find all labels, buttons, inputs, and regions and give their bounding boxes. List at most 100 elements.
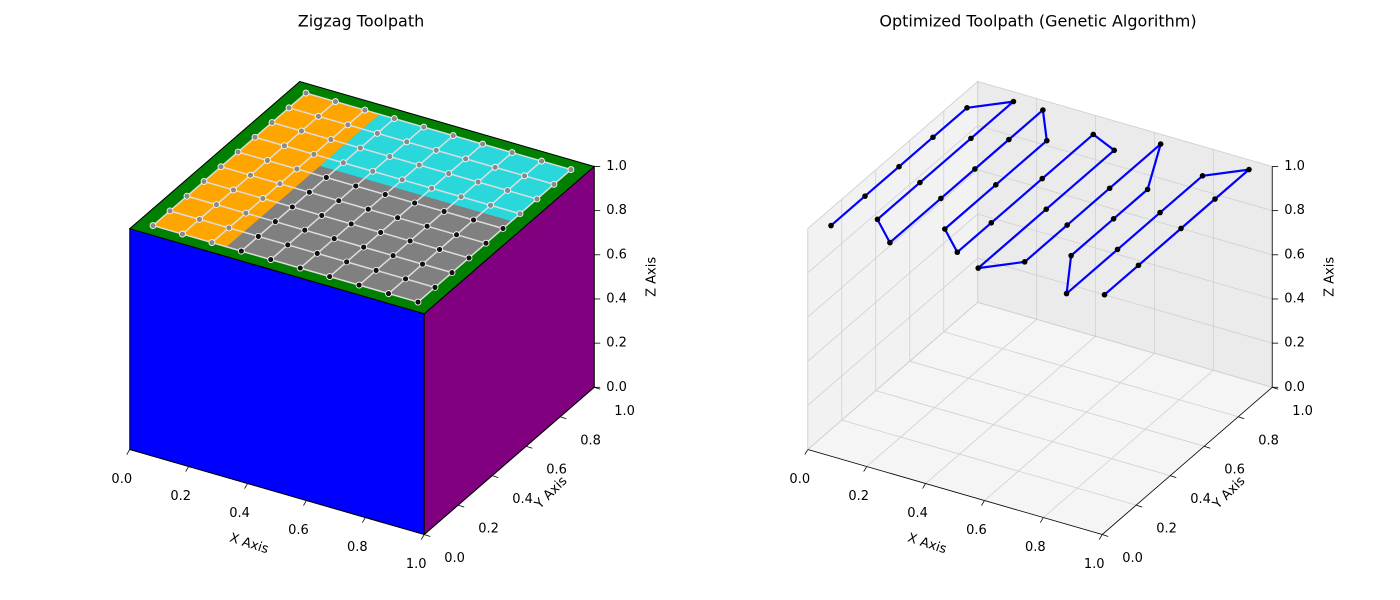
toolpath-point (993, 182, 999, 188)
toolpath-point (284, 241, 292, 249)
toolpath-point (360, 243, 368, 251)
toolpath-point (1135, 262, 1142, 269)
y-tick-label: 0.0 (1122, 551, 1143, 566)
mesh-line (388, 160, 543, 295)
mesh-line (181, 101, 336, 235)
toolpath-point (234, 148, 242, 156)
toolpath-point (887, 239, 893, 246)
y-tick-label: 0.4 (1190, 492, 1211, 507)
y-tick-label: 0.8 (1258, 433, 1279, 448)
toolpath-point (828, 222, 834, 229)
toolpath-point (491, 163, 499, 171)
z-tick-label: 0.4 (1284, 291, 1305, 306)
toolpath-point (482, 239, 490, 247)
x-tick-label: 1.0 (406, 557, 427, 572)
y-tick-label: 0.6 (1224, 463, 1245, 478)
z-tick-label: 0.8 (606, 203, 627, 218)
toolpath-point (406, 237, 414, 245)
toolpath-point (364, 205, 372, 213)
toolpath-point (440, 208, 448, 215)
grid-line (977, 125, 1273, 212)
toolpath-point (296, 264, 304, 272)
toolpath-point (414, 298, 422, 306)
toolpath-point (343, 258, 351, 266)
tick-mark (922, 483, 926, 489)
toolpath-point (972, 166, 978, 172)
x-axis-label: X Axis (228, 531, 271, 558)
tick-mark (1102, 534, 1109, 537)
toolpath-point (1021, 259, 1028, 265)
toolpath-point (1178, 225, 1184, 232)
grid-line (841, 419, 1137, 506)
x-tick-label: 0.8 (347, 540, 368, 555)
toolpath-point (355, 281, 363, 289)
toolpath-point (499, 225, 507, 232)
grid-line (807, 302, 979, 450)
toolpath-point (386, 153, 394, 160)
tick-mark (1170, 475, 1177, 479)
toolpath-point (968, 135, 974, 142)
mesh-line (358, 152, 513, 286)
toolpath-point (293, 165, 301, 173)
toolpath-point (402, 275, 409, 283)
toolpath-point (259, 195, 267, 202)
toolpath-point (432, 146, 440, 154)
mesh-line (254, 136, 521, 215)
toolpath-point (288, 203, 296, 211)
tick-mark (244, 483, 248, 489)
z-tick-label: 1.0 (1284, 159, 1305, 174)
toolpath-point (457, 193, 465, 201)
grid-line (807, 169, 979, 318)
mesh-line (240, 118, 395, 252)
toolpath-point (264, 157, 271, 164)
mesh-line (270, 126, 425, 261)
toolpath-point (326, 273, 334, 280)
y-axis-label: Y Axis (1209, 474, 1248, 513)
z-tick-label: 0.2 (1284, 336, 1305, 351)
toolpath-point (225, 224, 233, 232)
toolpath-point (436, 246, 443, 253)
toolpath-point (271, 218, 279, 226)
tick-mark (126, 449, 131, 455)
mesh-line (152, 224, 419, 303)
tick-mark (185, 466, 190, 472)
toolpath-point (381, 191, 389, 198)
grid-line (984, 353, 1155, 501)
grid-line (807, 257, 979, 406)
toolpath-point (954, 249, 961, 256)
x-tick-label: 0.2 (170, 489, 191, 504)
toolpath-point (415, 161, 423, 169)
toolpath-point (419, 260, 426, 268)
grid-line (909, 360, 1205, 447)
region (320, 114, 571, 222)
grid-line (807, 81, 979, 229)
toolpath-point (1111, 147, 1118, 154)
toolpath-point (917, 179, 923, 186)
chart-title: Zigzag Toolpath (298, 12, 424, 31)
toolpath-point (1106, 185, 1113, 192)
toolpath-point (149, 222, 157, 229)
tick-mark (526, 445, 533, 449)
mesh-line (152, 92, 307, 227)
toolpath-point (394, 214, 402, 222)
grid-line (977, 301, 1273, 388)
toolpath-point (487, 201, 494, 209)
toolpath-point (567, 166, 575, 173)
grid-line (1043, 370, 1214, 518)
toolpath-point (538, 157, 545, 165)
toolpath-point (183, 192, 191, 200)
toolpath-point (423, 222, 431, 230)
toolpath-point (1157, 209, 1163, 216)
toolpath-point (1064, 222, 1070, 228)
toolpath-point (453, 231, 460, 239)
mesh-line (271, 121, 538, 200)
toolpath-point (508, 149, 516, 156)
toolpath-point (1144, 186, 1151, 193)
toolpath-point (428, 184, 436, 192)
toolpath-point (310, 150, 318, 158)
toolpath-point (242, 209, 250, 217)
toolpath-point (369, 167, 377, 175)
toolpath-point (942, 226, 948, 232)
toolpath-point (318, 212, 326, 219)
z-axis-label: Z Axis (1323, 257, 1338, 297)
